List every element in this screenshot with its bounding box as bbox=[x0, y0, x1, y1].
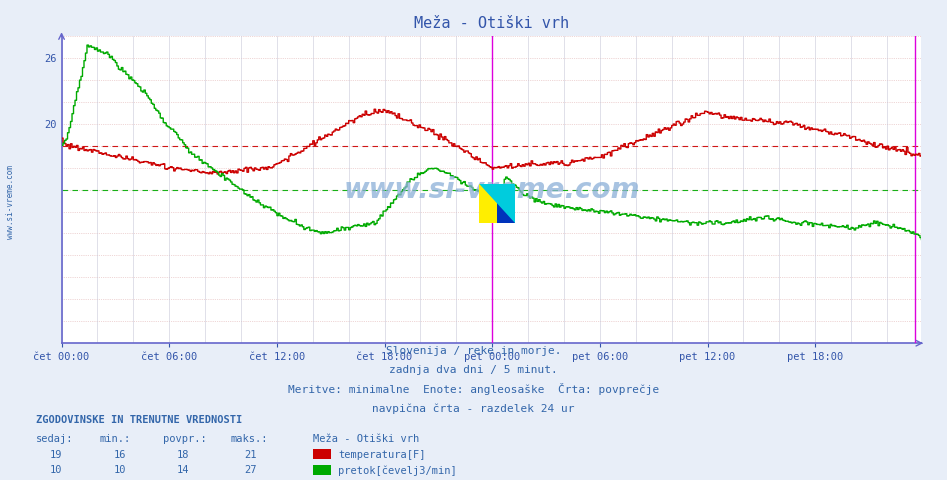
Text: 19: 19 bbox=[50, 450, 63, 460]
Bar bbox=[479, 184, 497, 223]
Text: Slovenija / reke in morje.: Slovenija / reke in morje. bbox=[385, 346, 562, 356]
Text: min.:: min.: bbox=[99, 433, 131, 444]
Text: 18: 18 bbox=[177, 450, 189, 460]
Text: Meritve: minimalne  Enote: angleosaške  Črta: povprečje: Meritve: minimalne Enote: angleosaške Čr… bbox=[288, 383, 659, 395]
Text: ZGODOVINSKE IN TRENUTNE VREDNOSTI: ZGODOVINSKE IN TRENUTNE VREDNOSTI bbox=[36, 415, 242, 425]
Text: 10: 10 bbox=[114, 465, 126, 475]
Polygon shape bbox=[479, 184, 515, 223]
Text: maks.:: maks.: bbox=[230, 433, 268, 444]
Text: zadnja dva dni / 5 minut.: zadnja dva dni / 5 minut. bbox=[389, 365, 558, 375]
Text: povpr.:: povpr.: bbox=[163, 433, 206, 444]
Text: www.si-vreme.com: www.si-vreme.com bbox=[6, 165, 15, 239]
Bar bbox=[497, 184, 515, 223]
Text: 14: 14 bbox=[177, 465, 189, 475]
Text: sedaj:: sedaj: bbox=[36, 433, 74, 444]
Text: 21: 21 bbox=[244, 450, 257, 460]
Text: temperatura[F]: temperatura[F] bbox=[338, 450, 425, 459]
Text: 10: 10 bbox=[50, 465, 63, 475]
Text: 27: 27 bbox=[244, 465, 257, 475]
Text: Meža - Otiški vrh: Meža - Otiški vrh bbox=[313, 433, 419, 444]
Title: Meža - Otiški vrh: Meža - Otiški vrh bbox=[414, 16, 569, 31]
Text: navpična črta - razdelek 24 ur: navpična črta - razdelek 24 ur bbox=[372, 403, 575, 414]
Text: 16: 16 bbox=[114, 450, 126, 460]
Text: www.si-vreme.com: www.si-vreme.com bbox=[343, 176, 640, 204]
Text: pretok[čevelj3/min]: pretok[čevelj3/min] bbox=[338, 465, 456, 476]
